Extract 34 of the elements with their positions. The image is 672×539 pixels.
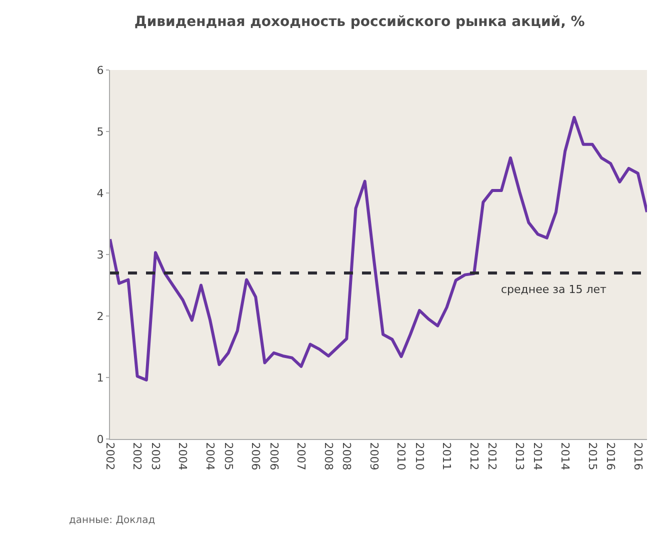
y-tick-label: 4 xyxy=(96,186,104,200)
x-tick-label: 2006 xyxy=(267,442,280,470)
ref-line-label: среднее за 15 лет xyxy=(501,283,608,296)
chart-title: Дивидендная доходность российского рынка акций, % xyxy=(134,14,585,30)
x-tick-label: 2016 xyxy=(604,442,618,470)
y-tick-label: 5 xyxy=(96,125,104,138)
x-tick-label: 2016 xyxy=(631,442,644,470)
x-tick-label: 2009 xyxy=(367,442,380,470)
x-tick-label: 2014 xyxy=(558,442,572,470)
line-series xyxy=(110,116,647,382)
y-tick-label: 2 xyxy=(96,310,104,323)
x-tick-label: 2007 xyxy=(294,442,308,470)
x-tick-label: 2003 xyxy=(148,442,162,470)
x-tick-label: 2010 xyxy=(412,442,426,470)
x-tick-label: 2014 xyxy=(531,442,544,470)
x-tick-label: 2012 xyxy=(486,442,499,470)
y-tick-label: 6 xyxy=(96,64,104,77)
x-tick-label: 2002 xyxy=(130,442,144,470)
x-tick-label: 2011 xyxy=(440,442,454,470)
x-tick-label: 2012 xyxy=(467,442,480,470)
x-tick-label: 2006 xyxy=(249,442,262,470)
x-tick-label: 2008 xyxy=(322,442,335,470)
x-tick-label: 2013 xyxy=(513,442,526,470)
x-tick-label: 2004 xyxy=(176,442,190,470)
x-tick-label: 2008 xyxy=(340,442,354,470)
text: данные: Доклад xyxy=(69,515,156,526)
x-tick-label: 2002 xyxy=(103,442,116,470)
y-tick-label: 1 xyxy=(96,371,104,384)
x-tick-label: 2010 xyxy=(394,442,408,470)
y-tick-label: 0 xyxy=(96,432,104,446)
x-tick-label: 2005 xyxy=(222,442,235,470)
x-tick-label: 2004 xyxy=(204,442,217,470)
x-tick-label: 2015 xyxy=(586,442,599,470)
y-tick-label: 3 xyxy=(96,248,104,262)
